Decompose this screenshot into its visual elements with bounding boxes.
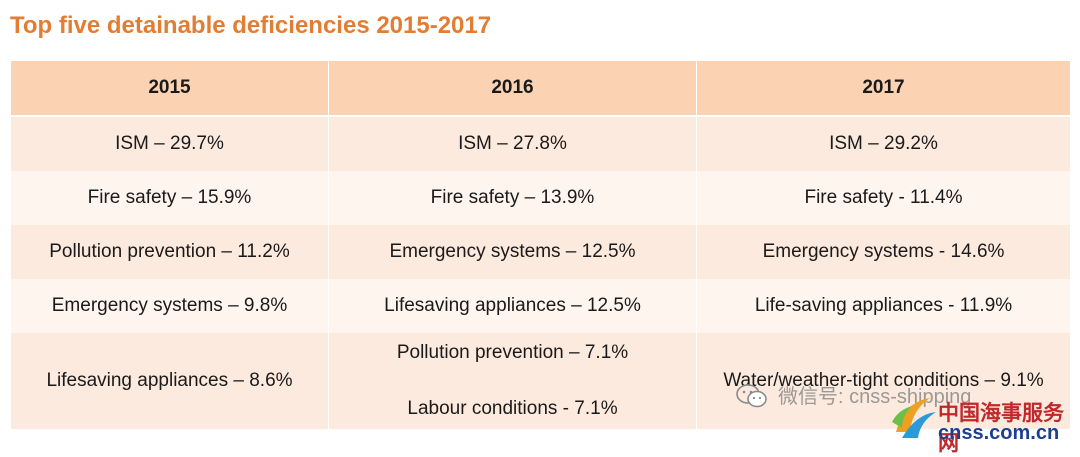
column-header-2015: 2015	[10, 61, 329, 117]
table-cell: Life-saving appliances - 11.9%	[696, 279, 1071, 333]
table-cell: Emergency systems - 14.6%	[696, 225, 1071, 279]
wechat-icon	[736, 384, 767, 408]
table-cell: Emergency systems – 12.5%	[328, 225, 697, 279]
table-cell: Lifesaving appliances – 12.5%	[328, 279, 697, 333]
table-row: Emergency systems – 9.8% Lifesaving appl…	[10, 279, 1071, 333]
table-cell: ISM – 29.7%	[10, 116, 329, 171]
logo-chinese-text: 中国海事服务网	[938, 401, 1064, 455]
table-row: Fire safety – 15.9% Fire safety – 13.9% …	[10, 171, 1071, 225]
table-cell-line: Labour conditions - 7.1%	[407, 398, 618, 419]
table-cell: ISM – 29.2%	[696, 116, 1071, 171]
column-header-2016: 2016	[328, 61, 697, 117]
table-cell: Pollution prevention – 11.2%	[10, 225, 329, 279]
logo-domain-text: cnss.com.cn	[938, 422, 1060, 444]
cnss-logo-icon	[892, 398, 936, 438]
table-cell: Fire safety – 15.9%	[10, 171, 329, 225]
table-cell: Emergency systems – 9.8%	[10, 279, 329, 333]
page-title: Top five detainable deficiencies 2015-20…	[10, 12, 492, 39]
table-row: ISM – 29.7% ISM – 27.8% ISM – 29.2%	[10, 116, 1071, 171]
table-cell-line: Pollution prevention – 7.1%	[396, 342, 629, 363]
table-cell: Water/weather-tight conditions – 9.1%	[696, 333, 1071, 429]
deficiencies-table: 2015 2016 2017 ISM – 29.7% ISM – 27.8% I…	[10, 61, 1071, 429]
table-row: Lifesaving appliances – 8.6% Pollution p…	[10, 333, 1071, 429]
table-row: Pollution prevention – 11.2% Emergency s…	[10, 225, 1071, 279]
table-cell: Fire safety - 11.4%	[696, 171, 1071, 225]
table-cell: Fire safety – 13.9%	[328, 171, 697, 225]
table-cell-stacked: Pollution prevention – 7.1% Labour condi…	[328, 333, 697, 429]
table-header-row: 2015 2016 2017	[10, 61, 1071, 117]
table-cell: Lifesaving appliances – 8.6%	[10, 333, 329, 429]
column-header-2017: 2017	[696, 61, 1071, 117]
table-cell: ISM – 27.8%	[328, 116, 697, 171]
